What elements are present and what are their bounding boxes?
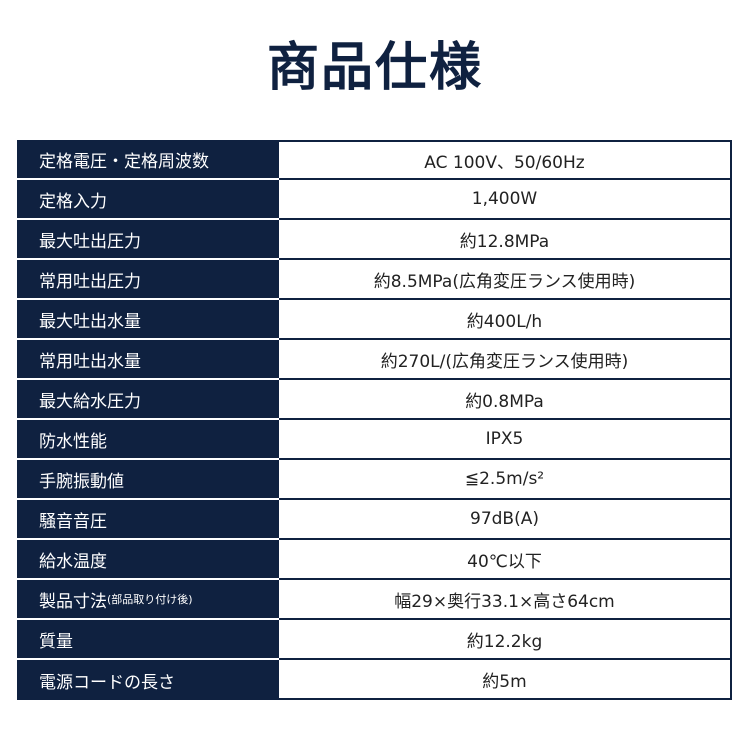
spec-label: 給水温度 [17, 540, 279, 580]
spec-row: 防水性能 IPX5 [17, 420, 732, 460]
spec-label: 常用吐出水量 [17, 340, 279, 380]
spec-value: 約8.5MPa(広角変圧ランス使用時) [279, 260, 732, 300]
spec-row: 最大吐出水量 約400L/h [17, 300, 732, 340]
spec-label: 定格入力 [17, 180, 279, 220]
spec-row: 最大吐出圧力 約12.8MPa [17, 220, 732, 260]
spec-label: 最大吐出水量 [17, 300, 279, 340]
spec-label-text: 最大吐出圧力 [39, 231, 141, 252]
spec-label-text: 防水性能 [39, 431, 107, 452]
spec-value: IPX5 [279, 420, 732, 460]
spec-label-note: (部品取り付け後) [107, 593, 193, 606]
spec-row: 電源コードの長さ 約5m [17, 660, 732, 700]
spec-label: 質量 [17, 620, 279, 660]
spec-value: 97dB(A) [279, 500, 732, 540]
spec-row: 質量 約12.2kg [17, 620, 732, 660]
spec-label-text: 質量 [39, 631, 73, 652]
spec-value: ≦2.5m/s² [279, 460, 732, 500]
spec-label-text: 騒音音圧 [39, 511, 107, 532]
spec-row: 常用吐出圧力 約8.5MPa(広角変圧ランス使用時) [17, 260, 732, 300]
spec-value: 1,400W [279, 180, 732, 220]
spec-value: 40℃以下 [279, 540, 732, 580]
spec-row: 騒音音圧 97dB(A) [17, 500, 732, 540]
spec-label-text: 電源コードの長さ [39, 672, 175, 693]
spec-row: 最大給水圧力 約0.8MPa [17, 380, 732, 420]
spec-row: 定格電圧・定格周波数 AC 100V、50/60Hz [17, 140, 732, 180]
spec-table: 定格電圧・定格周波数 AC 100V、50/60Hz 定格入力 1,400W 最大吐出圧… [17, 140, 732, 700]
page-title: 商品仕様 [266, 38, 483, 98]
spec-value: 約0.8MPa [279, 380, 732, 420]
spec-label-text: 常用吐出水量 [39, 351, 141, 372]
spec-label: 騒音音圧 [17, 500, 279, 540]
spec-label-text: 定格入力 [39, 191, 107, 212]
spec-label-text: 給水温度 [39, 551, 107, 572]
spec-label-text: 最大給水圧力 [39, 391, 141, 412]
spec-row: 常用吐出水量 約270L/(広角変圧ランス使用時) [17, 340, 732, 380]
spec-value: 約12.2kg [279, 620, 732, 660]
spec-row: 給水温度 40℃以下 [17, 540, 732, 580]
spec-value: 約270L/(広角変圧ランス使用時) [279, 340, 732, 380]
spec-label: 手腕振動値 [17, 460, 279, 500]
spec-value: 約5m [279, 660, 732, 700]
spec-label: 製品寸法 (部品取り付け後) [17, 580, 279, 620]
spec-row: 手腕振動値 ≦2.5m/s² [17, 460, 732, 500]
spec-label-text: 最大吐出水量 [39, 311, 141, 332]
spec-label: 電源コードの長さ [17, 660, 279, 700]
spec-label-text: 製品寸法 [39, 591, 107, 612]
spec-label: 定格電圧・定格周波数 [17, 140, 279, 180]
spec-label: 最大給水圧力 [17, 380, 279, 420]
spec-row: 製品寸法 (部品取り付け後) 幅29×奥行33.1×高さ64cm [17, 580, 732, 620]
spec-label-text: 常用吐出圧力 [39, 271, 141, 292]
spec-label: 防水性能 [17, 420, 279, 460]
spec-label-text: 定格電圧・定格周波数 [39, 151, 209, 172]
spec-label-text: 手腕振動値 [39, 471, 124, 492]
spec-value: AC 100V、50/60Hz [279, 140, 732, 180]
spec-value: 幅29×奥行33.1×高さ64cm [279, 580, 732, 620]
spec-label: 常用吐出圧力 [17, 260, 279, 300]
spec-value: 約400L/h [279, 300, 732, 340]
spec-value: 約12.8MPa [279, 220, 732, 260]
spec-label: 最大吐出圧力 [17, 220, 279, 260]
spec-row: 定格入力 1,400W [17, 180, 732, 220]
